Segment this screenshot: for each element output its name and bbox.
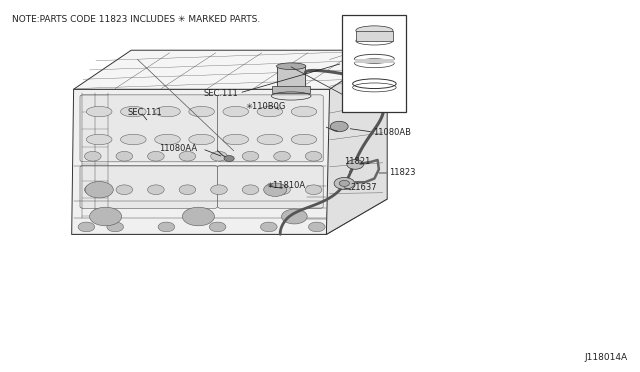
Ellipse shape [291,134,317,145]
Text: NOTE:PARTS CODE 11823 INCLUDES ✳ MARKED PARTS.: NOTE:PARTS CODE 11823 INCLUDES ✳ MARKED … [12,15,260,24]
Ellipse shape [276,63,306,70]
Circle shape [330,121,348,132]
Circle shape [209,222,226,232]
FancyBboxPatch shape [218,95,323,162]
Polygon shape [326,50,387,234]
Bar [272,86,310,93]
Text: SEC.111: SEC.111 [128,108,163,117]
Bar [277,66,305,89]
Circle shape [242,151,259,161]
Circle shape [334,177,355,189]
Polygon shape [74,50,387,89]
Circle shape [260,222,277,232]
Bar [342,15,406,112]
Circle shape [179,151,196,161]
Circle shape [308,222,325,232]
Circle shape [84,185,101,195]
Text: 11823: 11823 [389,169,415,177]
Circle shape [107,222,124,232]
Circle shape [347,160,364,169]
Text: ✳11810A: ✳11810A [267,182,306,190]
Circle shape [282,209,307,224]
Circle shape [158,222,175,232]
Circle shape [305,185,322,195]
Circle shape [264,183,287,196]
Ellipse shape [120,134,146,145]
Text: 11080AA: 11080AA [159,144,197,153]
Ellipse shape [257,106,283,117]
Text: ✳110B0G: ✳110B0G [245,102,286,110]
Ellipse shape [223,134,248,145]
Ellipse shape [189,134,214,145]
FancyBboxPatch shape [80,95,218,162]
Polygon shape [72,199,387,234]
Bar [355,59,394,63]
Polygon shape [72,89,330,234]
Circle shape [116,151,132,161]
Circle shape [148,185,164,195]
Ellipse shape [189,106,214,117]
Circle shape [339,180,349,186]
FancyBboxPatch shape [80,166,218,208]
Circle shape [84,151,101,161]
Ellipse shape [223,106,248,117]
Ellipse shape [257,134,283,145]
Text: J118014A: J118014A [584,353,627,362]
Ellipse shape [356,26,393,35]
Circle shape [85,182,113,198]
Ellipse shape [291,106,317,117]
Text: 11821: 11821 [344,157,371,166]
Circle shape [224,155,234,161]
Circle shape [274,151,291,161]
Circle shape [78,222,95,232]
Bar [356,31,393,41]
Circle shape [148,151,164,161]
Circle shape [90,207,122,226]
Ellipse shape [155,134,180,145]
Circle shape [182,207,214,226]
Circle shape [211,151,227,161]
Ellipse shape [86,106,112,117]
Circle shape [179,185,196,195]
Circle shape [211,185,227,195]
Ellipse shape [155,106,180,117]
Text: 11080AB: 11080AB [373,128,411,137]
FancyBboxPatch shape [218,166,323,208]
Ellipse shape [86,134,112,145]
Text: 21637: 21637 [351,183,378,192]
Circle shape [274,185,291,195]
Circle shape [116,185,132,195]
Circle shape [242,185,259,195]
Text: SEC.111: SEC.111 [204,89,238,97]
Circle shape [305,151,322,161]
Ellipse shape [120,106,146,117]
